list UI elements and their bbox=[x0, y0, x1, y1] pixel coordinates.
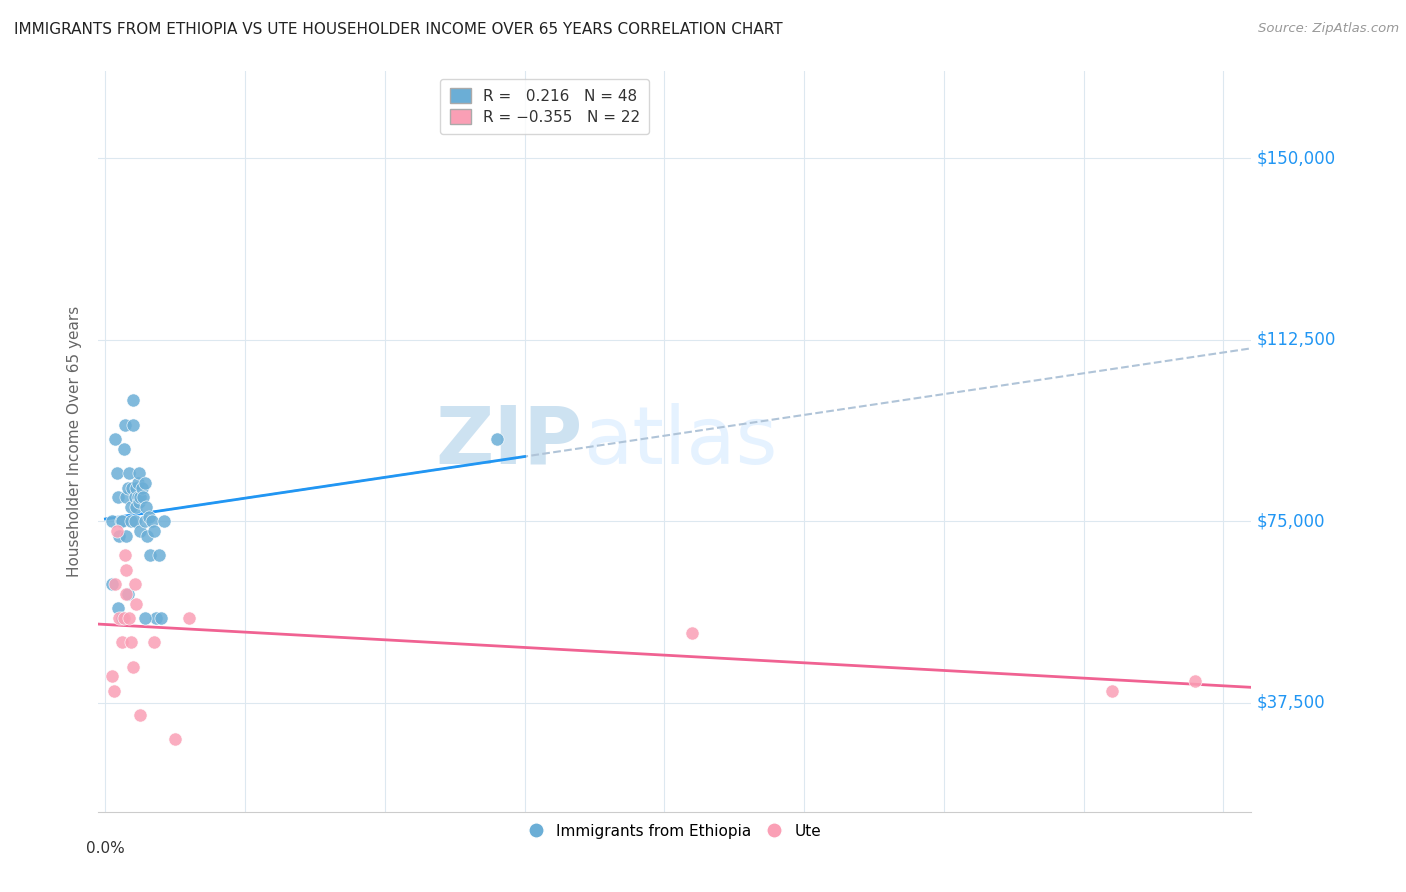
Point bbox=[103, 683, 125, 698]
Text: 0.0%: 0.0% bbox=[86, 841, 125, 856]
Point bbox=[134, 515, 156, 529]
Text: $37,500: $37,500 bbox=[1257, 694, 1326, 712]
Point bbox=[129, 524, 152, 538]
Point bbox=[107, 601, 129, 615]
Point bbox=[134, 475, 156, 490]
Point bbox=[117, 587, 139, 601]
Point bbox=[117, 481, 139, 495]
Point bbox=[121, 481, 143, 495]
Point bbox=[485, 432, 508, 446]
Point bbox=[165, 732, 187, 747]
Point bbox=[143, 524, 166, 538]
Point bbox=[153, 515, 176, 529]
Point bbox=[120, 500, 142, 514]
Point bbox=[135, 500, 157, 514]
Point bbox=[115, 563, 138, 577]
Point bbox=[115, 490, 138, 504]
Point bbox=[134, 611, 156, 625]
Point bbox=[148, 548, 170, 562]
Point bbox=[127, 475, 149, 490]
Point bbox=[129, 708, 152, 723]
Point bbox=[120, 635, 142, 649]
Point bbox=[145, 611, 167, 625]
Point bbox=[115, 529, 138, 543]
Point bbox=[111, 515, 134, 529]
Point bbox=[125, 500, 148, 514]
Point bbox=[105, 466, 128, 480]
Legend: Immigrants from Ethiopia, Ute: Immigrants from Ethiopia, Ute bbox=[523, 817, 827, 845]
Point bbox=[1184, 674, 1206, 689]
Point bbox=[111, 635, 134, 649]
Point bbox=[125, 597, 148, 611]
Point bbox=[115, 587, 138, 601]
Point bbox=[136, 529, 159, 543]
Point bbox=[141, 515, 163, 529]
Point bbox=[681, 625, 703, 640]
Point bbox=[108, 611, 131, 625]
Text: atlas: atlas bbox=[582, 402, 778, 481]
Point bbox=[122, 393, 145, 408]
Text: $150,000: $150,000 bbox=[1257, 150, 1336, 168]
Point bbox=[110, 515, 132, 529]
Point bbox=[128, 466, 150, 480]
Point bbox=[129, 490, 152, 504]
Point bbox=[138, 509, 160, 524]
Point bbox=[107, 490, 129, 504]
Point bbox=[104, 577, 127, 591]
Point bbox=[105, 524, 128, 538]
Point bbox=[101, 515, 124, 529]
Point bbox=[139, 548, 162, 562]
Point bbox=[124, 515, 146, 529]
Point bbox=[101, 669, 124, 683]
Point bbox=[114, 548, 136, 562]
Point bbox=[124, 577, 146, 591]
Text: $75,000: $75,000 bbox=[1257, 512, 1326, 531]
Point bbox=[104, 432, 127, 446]
Point bbox=[112, 442, 135, 456]
Point bbox=[122, 417, 145, 432]
Point bbox=[112, 611, 135, 625]
Point bbox=[118, 466, 141, 480]
Point bbox=[114, 417, 136, 432]
Point bbox=[132, 490, 155, 504]
Text: $112,500: $112,500 bbox=[1257, 331, 1337, 349]
Point bbox=[101, 577, 124, 591]
Text: Source: ZipAtlas.com: Source: ZipAtlas.com bbox=[1258, 22, 1399, 36]
Point bbox=[124, 490, 146, 504]
Point bbox=[125, 481, 148, 495]
Text: IMMIGRANTS FROM ETHIOPIA VS UTE HOUSEHOLDER INCOME OVER 65 YEARS CORRELATION CHA: IMMIGRANTS FROM ETHIOPIA VS UTE HOUSEHOL… bbox=[14, 22, 783, 37]
Y-axis label: Householder Income Over 65 years: Householder Income Over 65 years bbox=[67, 306, 83, 577]
Point bbox=[1101, 683, 1123, 698]
Text: ZIP: ZIP bbox=[436, 402, 582, 481]
Point bbox=[108, 529, 131, 543]
Point bbox=[128, 495, 150, 509]
Point bbox=[120, 515, 142, 529]
Point bbox=[179, 611, 201, 625]
Point bbox=[131, 481, 153, 495]
Point bbox=[150, 611, 173, 625]
Point bbox=[127, 490, 149, 504]
Point bbox=[143, 635, 166, 649]
Point bbox=[118, 611, 141, 625]
Point bbox=[111, 611, 134, 625]
Point bbox=[122, 659, 145, 673]
